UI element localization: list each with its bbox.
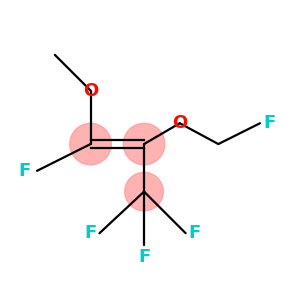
- Text: F: F: [138, 248, 150, 266]
- Circle shape: [70, 123, 111, 165]
- Text: F: F: [19, 162, 31, 180]
- Text: F: F: [84, 224, 97, 242]
- Circle shape: [125, 172, 164, 211]
- Text: O: O: [172, 114, 187, 132]
- Circle shape: [123, 123, 165, 165]
- Text: O: O: [83, 82, 98, 100]
- Text: F: F: [263, 114, 275, 132]
- Text: F: F: [189, 224, 201, 242]
